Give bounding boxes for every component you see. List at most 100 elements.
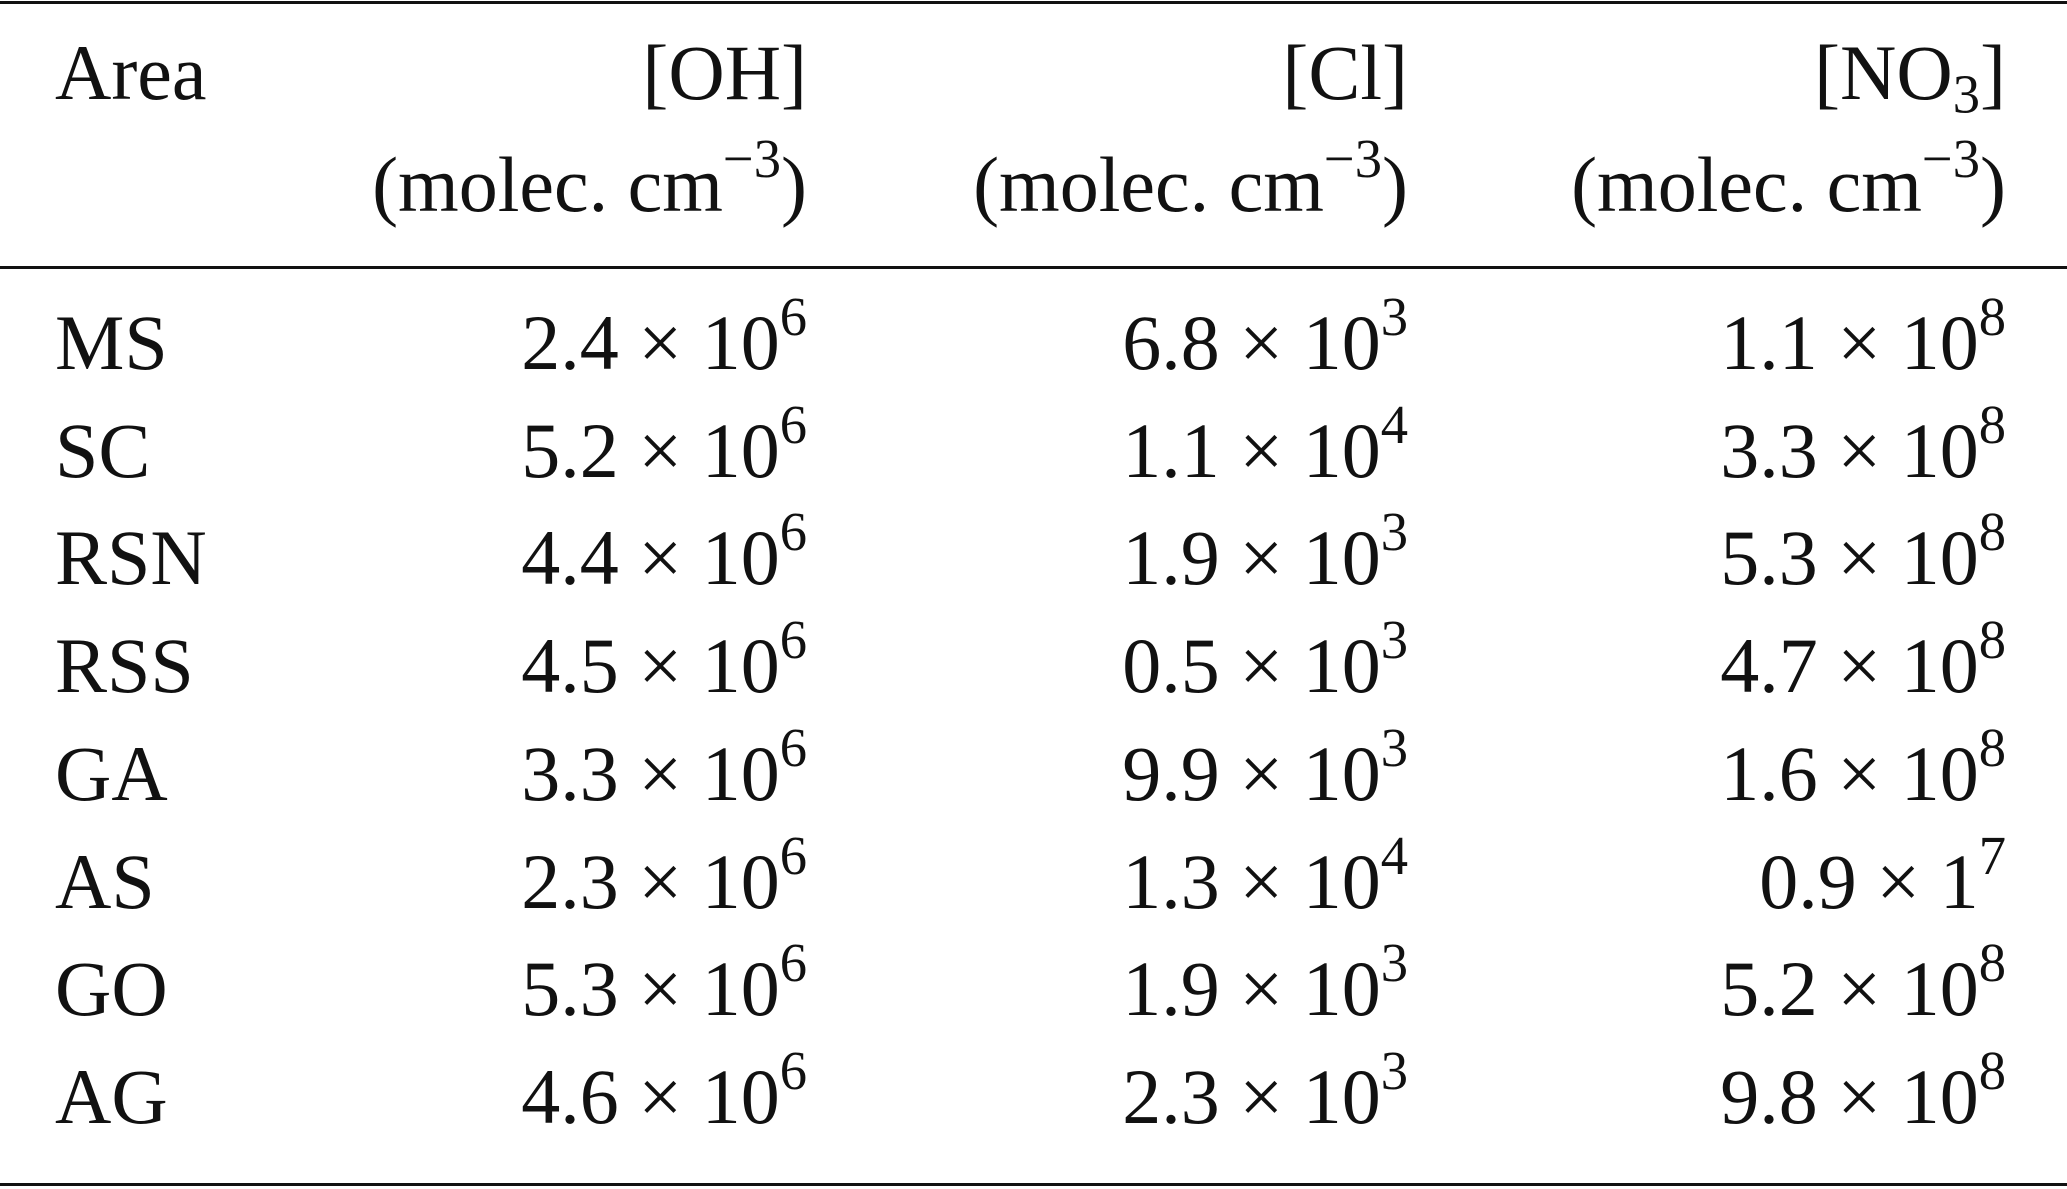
text: 6.8 × 10 [1122, 299, 1381, 386]
text: GO [55, 945, 168, 1033]
value-cell: 9.8 × 108 [1720, 1043, 2006, 1136]
value-cell: 1.3 × 104 [1122, 828, 1408, 921]
value-cell: 0.5 × 103 [1122, 612, 1408, 705]
sup: 6 [779, 609, 807, 671]
value-cell: 3.3 × 108 [1720, 397, 2006, 490]
header-unit: (molec. cm−3) [372, 131, 807, 224]
area-cell: RSN [55, 519, 207, 597]
text: 0.5 × 10 [1122, 622, 1381, 710]
text: 4.7 × 10 [1720, 622, 1979, 710]
text: ] [1980, 29, 2006, 116]
text: 1.1 × 10 [1122, 406, 1381, 494]
text: SC [55, 406, 151, 494]
text: 2.3 × 10 [521, 837, 780, 925]
text: (molec. cm [973, 141, 1324, 228]
sup: 8 [1978, 286, 2006, 348]
value-cell: 2.3 × 106 [521, 828, 807, 921]
value-cell: 1.1 × 104 [1122, 397, 1408, 490]
text: 9.8 × 10 [1720, 1052, 1979, 1140]
text: ) [1980, 141, 2006, 228]
text: 1.9 × 10 [1122, 945, 1381, 1033]
text: 1.3 × 10 [1122, 837, 1381, 925]
sup: 6 [779, 1040, 807, 1102]
sup: 4 [1380, 824, 1408, 886]
text: 1.6 × 10 [1720, 729, 1979, 817]
header-cell: [NO3] [1814, 34, 2006, 122]
value-cell: 5.2 × 108 [1720, 936, 2006, 1028]
text: (molec. cm [1571, 141, 1922, 228]
text: 9.9 × 10 [1122, 729, 1381, 817]
sup: 6 [779, 716, 807, 778]
sup: 8 [1978, 716, 2006, 778]
text: AS [55, 837, 155, 925]
text: AG [55, 1052, 168, 1140]
sup: −3 [722, 128, 782, 190]
area-cell: SC [55, 411, 150, 490]
sup: 3 [1380, 286, 1408, 348]
sup: 3 [1380, 609, 1408, 671]
text: ) [781, 141, 807, 228]
area-cell: AS [55, 842, 155, 921]
text: 4.6 × 10 [521, 1052, 780, 1140]
sup: 4 [1380, 393, 1408, 455]
value-cell: 4.4 × 106 [521, 505, 807, 597]
bottom-rule [0, 1183, 2067, 1186]
sup: 3 [1380, 716, 1408, 778]
sup: 6 [779, 393, 807, 455]
text: [OH] [642, 29, 807, 116]
sup: 3 [1380, 1040, 1408, 1102]
header-cell: Area [55, 34, 207, 112]
text: [NO [1814, 29, 1953, 116]
sup: 3 [1380, 932, 1408, 994]
text: 0.9 × 1 [1759, 837, 1979, 925]
area-cell: MS [55, 304, 168, 382]
top-rule [0, 1, 2067, 4]
text: 5.3 × 10 [1720, 514, 1979, 602]
text: 1.9 × 10 [1122, 514, 1381, 602]
header-cell: [Cl] [1282, 34, 1408, 112]
text: MS [55, 299, 168, 386]
text: 2.4 × 10 [521, 299, 780, 386]
text: Area [55, 29, 207, 116]
text: 3.3 × 10 [1720, 406, 1979, 494]
sup: 8 [1978, 932, 2006, 994]
value-cell: 2.3 × 103 [1122, 1043, 1408, 1136]
value-cell: 2.4 × 106 [521, 289, 807, 382]
value-cell: 9.9 × 103 [1122, 720, 1408, 813]
text: 5.2 × 10 [1720, 945, 1979, 1033]
value-cell: 5.2 × 106 [521, 397, 807, 490]
value-cell: 1.1 × 108 [1720, 289, 2006, 382]
sup: 8 [1978, 501, 2006, 563]
text: 5.2 × 10 [521, 406, 780, 494]
sup: 8 [1978, 393, 2006, 455]
value-cell: 1.9 × 103 [1122, 936, 1408, 1028]
sup: 6 [779, 932, 807, 994]
text: 1.1 × 10 [1720, 299, 1979, 386]
header-unit: (molec. cm−3) [1571, 131, 2006, 224]
text: 4.5 × 10 [521, 622, 780, 710]
text: ) [1382, 141, 1408, 228]
text: GA [55, 729, 168, 817]
sup: −3 [1921, 128, 1981, 190]
sup: 3 [1380, 501, 1408, 563]
area-cell: GO [55, 950, 168, 1028]
area-cell: GA [55, 734, 168, 813]
value-cell: 1.6 × 108 [1720, 720, 2006, 813]
sup: 6 [779, 286, 807, 348]
area-cell: RSS [55, 627, 194, 705]
value-cell: 4.6 × 106 [521, 1043, 807, 1136]
value-cell: 3.3 × 106 [521, 720, 807, 813]
sup: 6 [779, 501, 807, 563]
header-cell: [OH] [642, 34, 807, 112]
sub: 3 [1952, 63, 1981, 125]
area-cell: AG [55, 1057, 168, 1136]
sup: 7 [1978, 824, 2006, 886]
value-cell: 4.5 × 106 [521, 612, 807, 705]
value-cell: 1.9 × 103 [1122, 505, 1408, 597]
header-unit: (molec. cm−3) [973, 131, 1408, 224]
value-cell: 6.8 × 103 [1122, 289, 1408, 382]
text: 4.4 × 10 [521, 514, 780, 602]
value-cell: 0.9 × 17 [1759, 828, 2006, 921]
text: RSN [55, 514, 207, 602]
